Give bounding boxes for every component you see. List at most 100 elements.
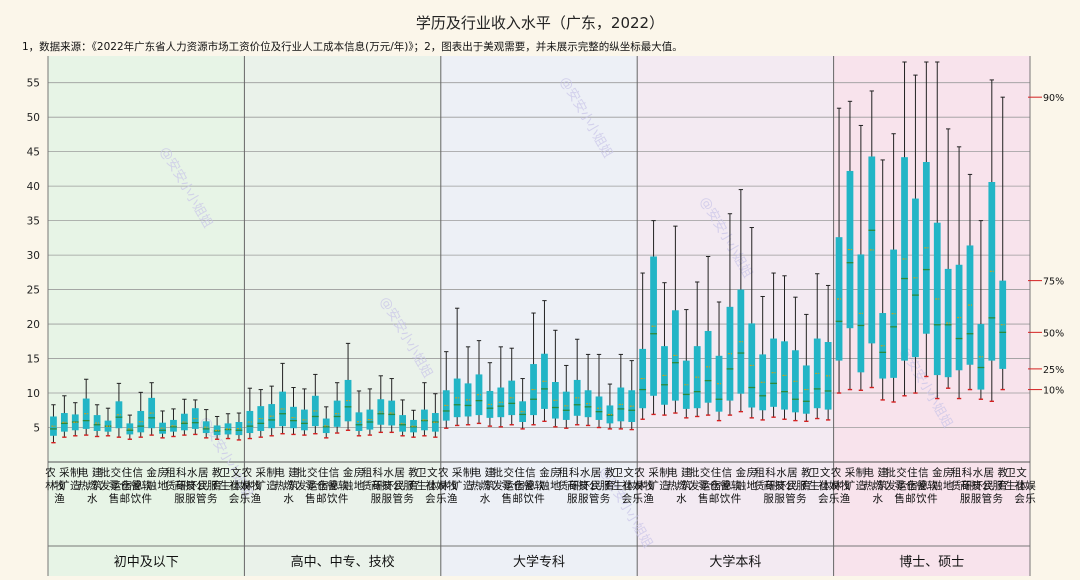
y-tick-label: 35 — [27, 216, 40, 228]
box — [759, 354, 767, 411]
y-tick-label: 20 — [27, 319, 40, 331]
category-label-char: 管 — [982, 492, 993, 505]
category-label-char: 渔 — [54, 493, 65, 505]
category-label-char: 宿 — [711, 479, 722, 492]
category-label-char: 造 — [856, 479, 867, 492]
box — [486, 390, 494, 418]
category-label-char: 餐 — [523, 479, 534, 492]
category-label-char: 社 — [622, 479, 633, 492]
category-label-char: 生 — [809, 479, 820, 492]
category-label-char: 热 — [864, 479, 875, 492]
category-label-char: 售 — [502, 492, 513, 505]
percentile-label: 75% — [1043, 277, 1064, 288]
category-label-char: 水 — [383, 467, 394, 479]
category-label-char: 发 — [493, 479, 504, 492]
category-label-char: 公 — [196, 480, 207, 492]
box — [792, 350, 799, 413]
category-label-char: 文 — [623, 466, 634, 479]
category-label-char: 租 — [951, 466, 962, 479]
category-label-char: 宿 — [122, 479, 133, 492]
category-label-char: 邮 — [120, 492, 131, 505]
category-label-char: 地 — [354, 479, 365, 492]
category-label-char: 会 — [229, 492, 240, 505]
category-label-char: 零 — [305, 480, 316, 492]
category-label-char: 饮 — [720, 492, 731, 505]
y-tick-label: 30 — [27, 250, 40, 262]
box — [290, 406, 297, 429]
category-label-char: 造 — [70, 479, 81, 492]
category-label-char: 卫 — [220, 467, 231, 479]
category-label-char: 务 — [403, 492, 414, 505]
category-label-char: 租 — [558, 466, 569, 479]
box — [748, 323, 756, 408]
category-label-char: 饮 — [916, 492, 927, 505]
box — [955, 264, 963, 371]
category-label-char: 仓 — [709, 479, 720, 492]
box — [912, 198, 919, 358]
category-label-char: 会 — [622, 492, 633, 505]
category-label-char: 研 — [765, 480, 776, 492]
category-label-char: 服 — [796, 480, 807, 492]
category-label-char: 金 — [146, 466, 157, 479]
category-label-char: 社 — [1014, 479, 1025, 492]
category-label-char: 渔 — [447, 493, 458, 505]
category-label-char: 信 — [132, 467, 143, 479]
category-label-char: 零 — [109, 480, 120, 492]
category-label-char: 售 — [698, 492, 709, 505]
category-label-char: 林 — [831, 479, 842, 492]
box — [224, 423, 232, 435]
category-label-char: 邮 — [905, 492, 916, 505]
box — [781, 341, 788, 410]
category-label-char: 餐 — [327, 479, 338, 492]
category-label-char: 宿 — [907, 479, 918, 492]
category-label-char: 水 — [480, 493, 491, 505]
category-label-char: 娱 — [632, 479, 643, 492]
box — [475, 374, 483, 416]
category-label-char: 融 — [539, 480, 550, 492]
category-label-char: 电 — [667, 466, 678, 479]
category-label-char: 乐 — [240, 493, 251, 505]
category-label-char: 餐 — [916, 479, 927, 492]
category-label-char: 居 — [591, 467, 602, 479]
category-label-char: 金 — [539, 466, 550, 479]
category-label-char: 科 — [569, 466, 580, 479]
category-label-char: 信 — [329, 467, 340, 479]
category-label-char: 育 — [801, 479, 812, 492]
category-label-char: 牧 — [643, 479, 654, 492]
category-label-char: 运 — [700, 480, 711, 492]
category-label-char: 文 — [1016, 466, 1027, 479]
box — [257, 406, 265, 431]
category-label-char: 租 — [754, 466, 765, 479]
category-label-char: 娱 — [240, 479, 251, 492]
box — [399, 415, 406, 432]
box — [268, 404, 276, 429]
category-label-char: 居 — [198, 467, 209, 479]
box — [126, 423, 134, 435]
box — [115, 401, 123, 429]
box — [366, 409, 374, 430]
category-label-char: 零 — [894, 480, 905, 492]
group-label: 博士、硕士 — [899, 555, 964, 570]
category-label-char: 房 — [747, 466, 758, 479]
category-label-char: 运 — [111, 480, 122, 492]
box — [170, 419, 177, 432]
y-tick-label: 5 — [33, 423, 40, 435]
percentile-label: 25% — [1043, 365, 1064, 376]
box — [737, 289, 745, 394]
category-label-char: 筑 — [485, 479, 496, 492]
box — [246, 410, 254, 434]
category-label-char: 卫 — [613, 467, 624, 479]
percentile-label: 10% — [1043, 386, 1064, 397]
category-label-char: 采 — [59, 467, 70, 479]
category-label-char: 务 — [600, 492, 611, 505]
category-label-char: 研 — [373, 480, 384, 492]
category-label-char: 科 — [176, 466, 187, 479]
box — [333, 400, 341, 427]
category-label-char: 育 — [605, 479, 616, 492]
category-label-char: 居 — [984, 467, 995, 479]
box — [650, 256, 657, 396]
category-label-char: 务 — [993, 492, 1004, 505]
category-label-char: 热 — [667, 479, 678, 492]
category-label-char: 服 — [993, 480, 1004, 492]
box — [726, 306, 734, 401]
